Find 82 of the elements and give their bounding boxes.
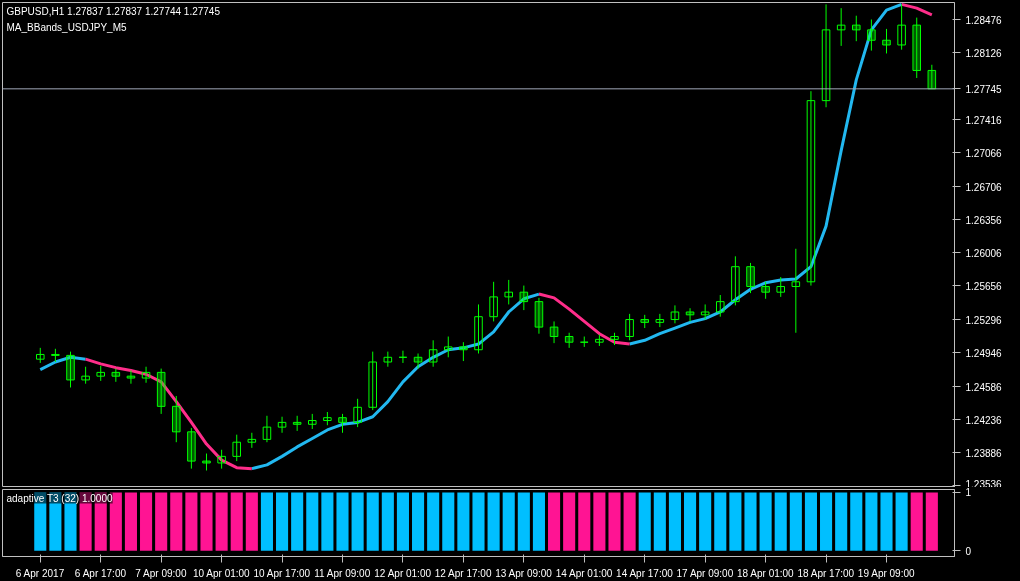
y-tick-label: 1.23886: [965, 447, 1003, 459]
candlestick: [292, 415, 302, 432]
y-tick-label: 1.28126: [965, 47, 1003, 59]
x-tick-label: 7 Apr 09:00: [135, 567, 187, 579]
candlestick: [368, 351, 377, 411]
y-tick-label: 1.24946: [965, 347, 1003, 359]
y-tick-label: 1.26006: [965, 247, 1003, 259]
y-tick-label: 1: [965, 487, 972, 499]
x-tick-label: 17 Apr 09:00: [676, 567, 734, 579]
x-tick-label: 11 Apr 09:00: [314, 567, 371, 579]
x-tick-label: 6 Apr 2017: [15, 567, 65, 579]
y-tick-label: 0: [965, 545, 972, 557]
x-tick-label: 6 Apr 17:00: [74, 567, 127, 579]
x-tick-label: 13 Apr 09:00: [495, 567, 553, 579]
candlestick: [51, 348, 60, 363]
x-tick-label: 19 Apr 09:00: [857, 567, 916, 579]
candlestick: [172, 395, 181, 443]
x-tick-label: 10 Apr 17:00: [253, 567, 311, 579]
candlestick: [731, 255, 740, 306]
candlestick: [716, 294, 725, 318]
candlestick: [156, 368, 166, 415]
x-tick-label: 18 Apr 17:00: [797, 567, 855, 579]
candlestick: [670, 304, 680, 324]
candlestick: [791, 248, 801, 334]
y-tick-label: 1.26356: [965, 214, 1003, 226]
candlestick: [912, 17, 921, 79]
candlestick: [640, 314, 649, 329]
chart-title: GBPUSD,H1 1.27837 1.27837 1.27744 1.27745: [6, 5, 221, 17]
y-tick-label: 1.27416: [965, 114, 1003, 126]
candlestick: [519, 285, 529, 311]
candlestick: [685, 307, 695, 322]
candlestick: [897, 3, 906, 51]
chart-title: adaptive T3 (32) 1.0000: [6, 492, 113, 504]
candlestick: [821, 3, 831, 108]
candlestick: [277, 416, 287, 434]
y-tick-label: 1.23536: [965, 478, 1003, 490]
candlestick: [927, 64, 937, 90]
x-tick-label: 12 Apr 17:00: [434, 567, 492, 579]
y-tick-label: 1.26706: [965, 181, 1003, 193]
y-tick-label: 1.25296: [965, 314, 1003, 326]
candlestick: [111, 368, 121, 383]
y-tick-label: 1.24586: [965, 381, 1003, 393]
candlestick: [444, 336, 453, 358]
candlestick: [428, 339, 438, 368]
candlestick: [217, 449, 226, 470]
candlestick: [549, 320, 559, 344]
candlestick: [353, 398, 362, 428]
y-tick-label: 1.28476: [965, 14, 1003, 26]
candlestick: [867, 18, 876, 52]
y-tick-label: 1.25656: [965, 280, 1003, 292]
candlestick: [187, 427, 196, 470]
ref-line-label: 1.27745: [965, 83, 1003, 95]
candlestick: [126, 370, 136, 385]
candlestick: [474, 303, 483, 355]
x-tick-label: 18 Apr 01:00: [736, 567, 795, 579]
candlestick: [338, 413, 347, 434]
candlestick: [141, 366, 151, 384]
y-tick-label: 1.27066: [965, 147, 1003, 159]
candlestick: [459, 341, 468, 362]
candlestick: [232, 434, 241, 462]
candlestick: [66, 351, 75, 388]
candlestick: [534, 297, 544, 335]
candlestick: [489, 281, 498, 322]
candlestick: [564, 332, 574, 349]
candlestick: [504, 279, 513, 305]
x-tick-label: 14 Apr 01:00: [555, 567, 613, 579]
x-tick-label: 12 Apr 01:00: [374, 567, 432, 579]
candlestick: [625, 313, 634, 341]
candlestick: [413, 353, 423, 370]
candlestick: [806, 90, 816, 287]
x-tick-label: 10 Apr 01:00: [192, 567, 251, 579]
text: MA_BBands_USDJPY_M5: [6, 21, 127, 33]
x-tick-label: 14 Apr 17:00: [616, 567, 674, 579]
candlestick: [776, 276, 785, 298]
candlestick: [882, 28, 891, 54]
candlestick: [836, 7, 846, 47]
y-tick-label: 1.24236: [965, 414, 1003, 426]
candlestick: [761, 281, 770, 300]
candlestick: [746, 262, 755, 294]
candlestick: [852, 15, 861, 42]
candlestick: [262, 415, 272, 443]
candlestick: [202, 453, 211, 472]
